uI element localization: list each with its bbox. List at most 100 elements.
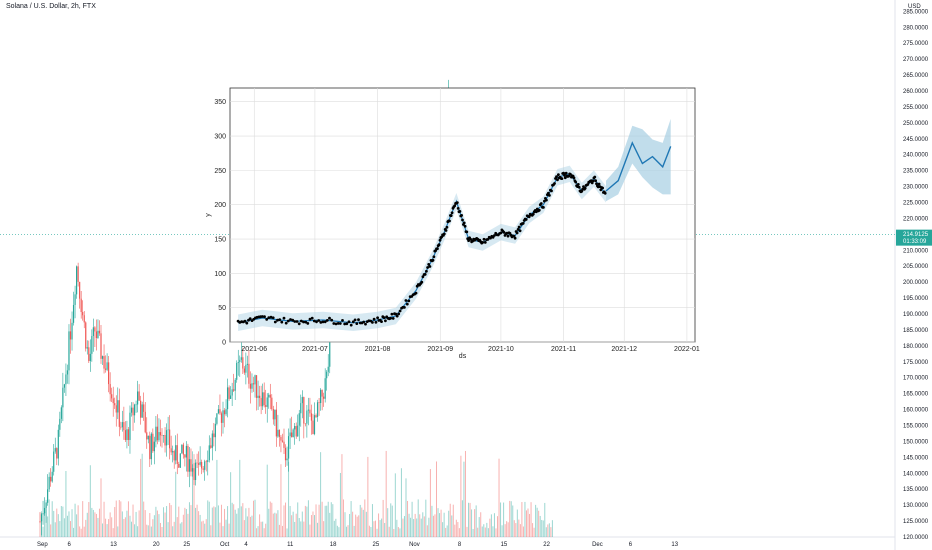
volume-bar: [403, 516, 405, 537]
candle-body: [77, 266, 79, 282]
candle-body: [150, 433, 152, 460]
volume-bar: [375, 520, 376, 537]
volume-bar: [100, 478, 102, 537]
volume-bar: [118, 500, 120, 537]
volume-bar: [320, 452, 322, 537]
volume-bar: [181, 522, 183, 537]
candle-body: [161, 435, 163, 436]
observed-point: [594, 179, 597, 183]
volume-bar: [387, 508, 389, 537]
volume-bar: [156, 510, 158, 537]
time-tick-label: Nov: [409, 542, 420, 548]
volume-bar: [231, 502, 233, 537]
observed-point: [302, 320, 305, 324]
volume-bar: [224, 508, 226, 537]
volume-bar: [127, 501, 129, 537]
candle-body: [114, 403, 116, 406]
volume-bar: [358, 515, 360, 537]
candle-body: [152, 433, 154, 452]
candle-body: [297, 425, 299, 437]
candle-body: [155, 426, 157, 442]
candle-body: [95, 331, 98, 339]
observed-point: [483, 241, 487, 244]
volume-bar: [60, 506, 62, 537]
observed-point: [291, 318, 295, 322]
price-tick-label: 200.0000: [903, 280, 929, 286]
volume-bar: [172, 526, 174, 537]
candle-body: [88, 347, 90, 362]
candle-body: [239, 359, 241, 363]
observed-point: [450, 211, 454, 215]
volume-bar: [346, 526, 348, 537]
observed-point: [423, 273, 427, 276]
candle-body: [83, 315, 85, 323]
price-axis-currency: USD: [908, 4, 921, 10]
volume-bar: [257, 526, 259, 537]
volume-bar: [422, 512, 424, 537]
price-tick-label: 190.0000: [903, 312, 929, 318]
volume-bar: [251, 515, 253, 537]
volume-bar: [82, 501, 84, 537]
volume-bar: [182, 514, 184, 537]
observed-point: [407, 299, 411, 303]
volume-bar: [461, 500, 463, 537]
volume-bar: [63, 518, 65, 537]
candle-body: [318, 402, 320, 404]
candle-body: [312, 420, 314, 435]
volume-bar: [405, 478, 407, 537]
x-tick-label: 2021-12: [611, 346, 637, 353]
candle-body: [191, 468, 194, 472]
candle-body: [109, 384, 111, 395]
symbol-title: Solana / U.S. Dollar, 2h, FTX: [6, 3, 96, 10]
observed-point: [499, 231, 503, 235]
candle-body: [298, 413, 300, 426]
price-tick-label: 175.0000: [903, 360, 929, 366]
volume-bar: [413, 519, 415, 537]
volume-bar: [376, 528, 378, 537]
volume-bar: [158, 514, 160, 537]
candle-body: [243, 368, 245, 373]
observed-point: [515, 231, 519, 235]
volume-bar: [62, 506, 64, 537]
volume-bar: [140, 458, 142, 537]
volume-bar: [85, 519, 87, 537]
observed-point: [384, 319, 387, 323]
volume-bar: [548, 523, 550, 537]
candle-body: [306, 410, 308, 424]
observed-point: [436, 247, 439, 251]
volume-bar: [525, 510, 527, 537]
volume-bar: [195, 507, 197, 537]
candle-body: [51, 471, 53, 482]
candle-body: [71, 322, 73, 340]
observed-point: [539, 202, 543, 205]
volume-bar: [487, 528, 489, 537]
observed-point: [448, 219, 451, 223]
candle-body: [246, 363, 248, 365]
observed-point: [481, 241, 485, 244]
price-tick-label: 195.0000: [903, 296, 929, 302]
volume-bar: [266, 464, 268, 537]
candle-body: [199, 461, 201, 465]
volume-bar: [135, 511, 137, 537]
y-tick-label: 200: [214, 202, 226, 209]
volume-bar: [396, 519, 398, 537]
observed-point: [269, 315, 273, 319]
time-tick-label: 25: [373, 542, 380, 548]
volume-bar: [97, 517, 99, 537]
observed-point: [293, 320, 297, 323]
time-tick-label: 4: [244, 542, 248, 548]
candle-body: [193, 468, 195, 481]
volume-bar: [80, 528, 82, 537]
observed-point: [328, 316, 331, 320]
price-tick-label: 235.0000: [903, 169, 929, 175]
candle-body: [112, 398, 114, 404]
volume-bar: [368, 525, 370, 537]
volume-bar: [137, 526, 139, 537]
volume-bar: [527, 508, 529, 537]
candle-body: [127, 429, 130, 441]
volume-bar: [489, 518, 491, 537]
observed-point: [398, 309, 402, 313]
candle-body: [295, 426, 297, 437]
price-tick-label: 220.0000: [903, 216, 929, 222]
